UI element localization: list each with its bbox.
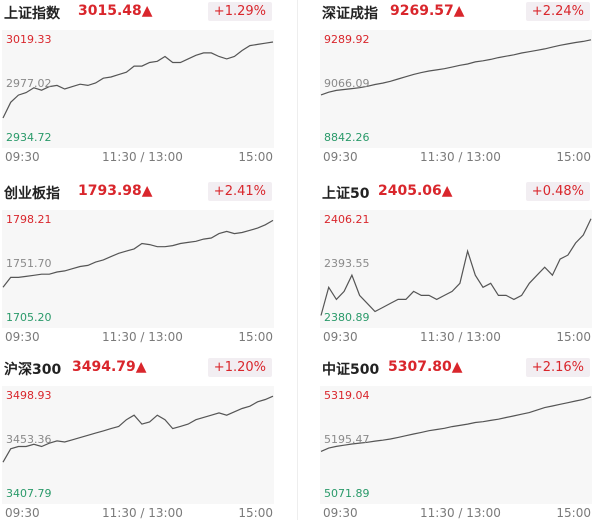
mid-label: 3453.36 (6, 433, 52, 446)
chart-svg (320, 396, 592, 452)
chart-svg (320, 218, 592, 316)
time-close-label: 15:00 (238, 506, 273, 520)
low-label: 2380.89 (324, 311, 370, 324)
low-label: 3407.79 (6, 487, 52, 500)
chart-svg (2, 219, 274, 288)
price-line (320, 218, 592, 316)
index-panel-shenzhen-component[interactable]: 深证成指 9269.57▲ +2.24% 9289.92 9066.09 884… (320, 0, 592, 165)
index-panel-csi500[interactable]: 中证500 5307.80▲ +2.16% 5319.04 5195.47 50… (320, 356, 592, 521)
index-name[interactable]: 上证指数 (4, 6, 60, 22)
index-name[interactable]: 深证成指 (322, 6, 378, 22)
index-price: 3494.79▲ (72, 359, 147, 375)
time-mid-label: 11:30 / 13:00 (102, 150, 183, 164)
price-line (2, 395, 274, 463)
change-badge: +0.48% (525, 182, 590, 201)
price-line (320, 396, 592, 452)
chart-svg (2, 395, 274, 463)
intraday-chart[interactable] (2, 386, 274, 504)
time-open-label: 09:30 (5, 330, 40, 344)
time-close-label: 15:00 (556, 330, 591, 344)
high-label: 9289.92 (324, 33, 370, 46)
time-close-label: 15:00 (556, 150, 591, 164)
time-close-label: 15:00 (556, 506, 591, 520)
index-price: 9269.57▲ (390, 3, 465, 19)
time-open-label: 09:30 (323, 330, 358, 344)
time-mid-label: 11:30 / 13:00 (420, 150, 501, 164)
index-panel-csi300[interactable]: 沪深300 3494.79▲ +1.20% 3498.93 3453.36 34… (2, 356, 274, 521)
index-price: 3015.48▲ (78, 3, 153, 19)
time-mid-label: 11:30 / 13:00 (420, 330, 501, 344)
intraday-chart[interactable] (320, 30, 592, 148)
price-line (2, 219, 274, 288)
high-label: 3498.93 (6, 389, 52, 402)
index-name[interactable]: 上证50 (322, 186, 370, 202)
index-price: 1793.98▲ (78, 183, 153, 199)
mid-label: 1751.70 (6, 257, 52, 270)
index-name[interactable]: 中证500 (322, 362, 380, 378)
index-panel-sse50[interactable]: 上证50 2405.06▲ +0.48% 2406.21 2393.55 238… (320, 180, 592, 345)
low-label: 1705.20 (6, 311, 52, 324)
time-mid-label: 11:30 / 13:00 (102, 330, 183, 344)
low-label: 8842.26 (324, 131, 370, 144)
price-line (2, 41, 274, 119)
high-label: 3019.33 (6, 33, 52, 46)
index-panel-shanghai-composite[interactable]: 上证指数 3015.48▲ +1.29% 3019.33 2977.02 293… (2, 0, 274, 165)
mid-label: 5195.47 (324, 433, 370, 446)
high-label: 2406.21 (324, 213, 370, 226)
intraday-chart[interactable] (320, 386, 592, 504)
panel-header: 深证成指 9269.57▲ +2.24% (320, 0, 592, 24)
index-name[interactable]: 创业板指 (4, 186, 60, 202)
panel-header: 沪深300 3494.79▲ +1.20% (2, 356, 274, 380)
high-label: 1798.21 (6, 213, 52, 226)
intraday-chart[interactable] (2, 30, 274, 148)
intraday-chart[interactable] (320, 210, 592, 328)
time-mid-label: 11:30 / 13:00 (102, 506, 183, 520)
time-open-label: 09:30 (323, 506, 358, 520)
index-price: 2405.06▲ (378, 183, 453, 199)
index-name[interactable]: 沪深300 (4, 362, 62, 378)
panel-header: 中证500 5307.80▲ +2.16% (320, 356, 592, 380)
change-badge: +1.20% (207, 358, 272, 377)
panel-header: 上证指数 3015.48▲ +1.29% (2, 0, 274, 24)
time-open-label: 09:30 (5, 150, 40, 164)
price-line (320, 39, 592, 96)
low-label: 5071.89 (324, 487, 370, 500)
column-divider (297, 0, 298, 520)
panel-header: 创业板指 1793.98▲ +2.41% (2, 180, 274, 204)
chart-svg (320, 39, 592, 96)
time-close-label: 15:00 (238, 150, 273, 164)
change-badge: +1.29% (207, 2, 272, 21)
mid-label: 9066.09 (324, 77, 370, 90)
low-label: 2934.72 (6, 131, 52, 144)
index-panel-chinext[interactable]: 创业板指 1793.98▲ +2.41% 1798.21 1751.70 170… (2, 180, 274, 345)
time-open-label: 09:30 (5, 506, 40, 520)
mid-label: 2977.02 (6, 77, 52, 90)
mid-label: 2393.55 (324, 257, 370, 270)
time-close-label: 15:00 (238, 330, 273, 344)
change-badge: +2.41% (207, 182, 272, 201)
high-label: 5319.04 (324, 389, 370, 402)
intraday-chart[interactable] (2, 210, 274, 328)
time-mid-label: 11:30 / 13:00 (420, 506, 501, 520)
chart-svg (2, 41, 274, 119)
change-badge: +2.16% (525, 358, 590, 377)
index-price: 5307.80▲ (388, 359, 463, 375)
time-open-label: 09:30 (323, 150, 358, 164)
change-badge: +2.24% (525, 2, 590, 21)
panel-header: 上证50 2405.06▲ +0.48% (320, 180, 592, 204)
